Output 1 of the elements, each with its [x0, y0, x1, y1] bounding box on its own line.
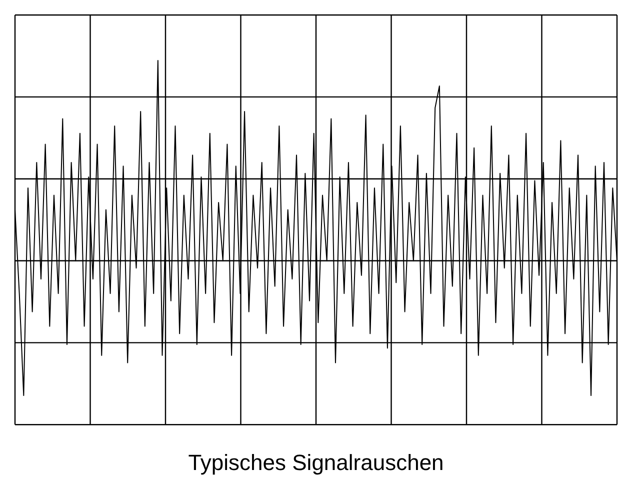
text: Typisches Signalrauschen — [188, 450, 444, 475]
